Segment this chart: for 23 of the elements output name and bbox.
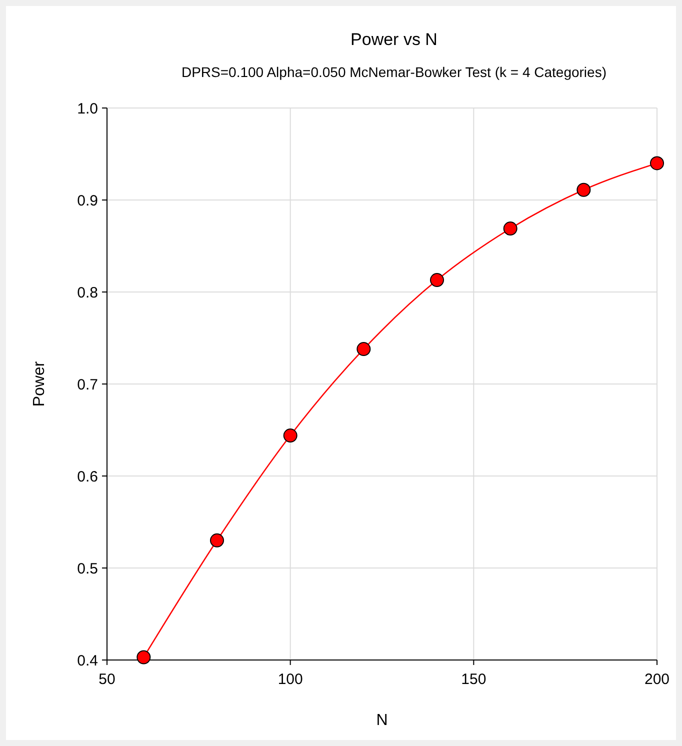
point [356, 342, 371, 356]
y-tick-label: 1.0 [77, 100, 98, 118]
y-tick-label: 0.4 [77, 652, 98, 670]
x-tick-label: 200 [644, 671, 670, 688]
y-tick-label: 0.7 [77, 376, 98, 394]
point [283, 428, 298, 443]
x-axis-title: N [376, 712, 388, 729]
point [650, 156, 664, 170]
point [576, 182, 591, 197]
point [503, 222, 518, 236]
x-tick-label: 50 [98, 671, 116, 688]
y-tick-label: 0.5 [77, 560, 98, 578]
y-axis-title: Power [31, 360, 48, 407]
point [136, 650, 151, 664]
y-tick-label: 0.9 [77, 192, 98, 210]
point [430, 273, 444, 288]
y-tick-label: 0.8 [77, 284, 98, 302]
x-tick-label: 150 [461, 671, 486, 688]
chart-title: Power vs N [350, 30, 438, 49]
chart-subtitle: DPRS=0.100 Alpha=0.050 McNemar-Bowker Test (k = 4 Categories) [181, 64, 607, 80]
x-tick-label: 100 [278, 671, 303, 688]
y-tick-label: 0.6 [77, 468, 98, 486]
point [210, 533, 224, 548]
